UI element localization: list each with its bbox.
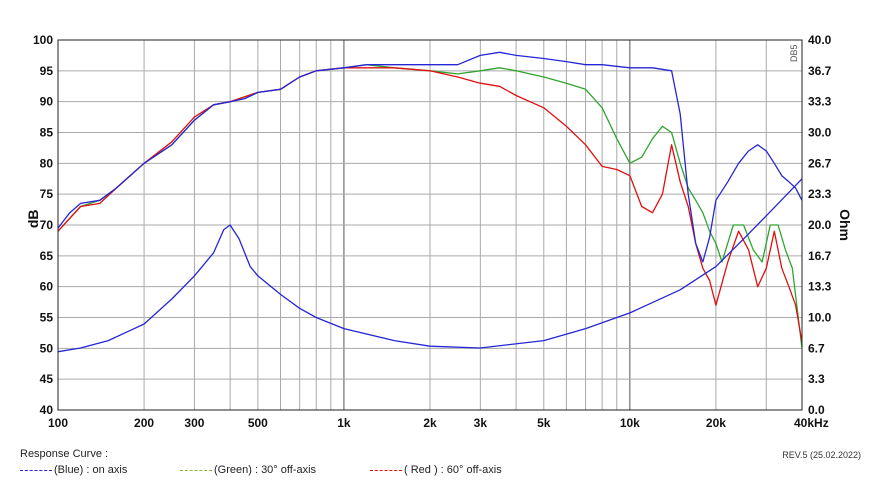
- y-left-tick-label: 45: [40, 372, 54, 386]
- legend-swatch-red: [370, 469, 402, 471]
- y-right-tick-label: 36.7: [808, 64, 832, 78]
- y-left-tick-label: 65: [40, 249, 54, 263]
- corner-label: DB5: [789, 44, 799, 62]
- y-right-tick-label: 6.7: [808, 341, 825, 355]
- series-line-0: [57, 51, 803, 263]
- plot-border: [57, 39, 803, 411]
- y-left-tick-label: 85: [40, 126, 54, 140]
- y-left-tick-label: 60: [40, 280, 54, 294]
- y-axis-left-title: dB: [25, 209, 41, 228]
- legend-label-red: ( Red ) : 60° off-axis: [404, 464, 502, 476]
- y-left-tick-label: 50: [40, 341, 54, 355]
- y-right-tick-label: 23.3: [808, 187, 832, 201]
- y-right-tick-label: 0.0: [808, 403, 825, 417]
- y-right-tick-label: 13.3: [808, 280, 832, 294]
- y-right-tick-label: 30.0: [808, 126, 832, 140]
- x-tick-label: 100: [48, 416, 68, 430]
- y-left-tick-label: 40: [40, 403, 54, 417]
- legend-label-blue: (Blue) : on axis: [54, 464, 128, 476]
- legend-swatch-blue: [20, 469, 52, 471]
- response-chart: 100 200 300 500 1k 2k 3k 5k 10k 20k 40kHz 40 45 50 55…: [25, 33, 853, 430]
- y-right-tick-label: 10.0: [808, 311, 832, 325]
- legend-title: Response Curve :: [20, 448, 109, 460]
- x-tick-label: 300: [184, 416, 204, 430]
- legend-swatch-green: [180, 469, 212, 471]
- y-left-tick-label: 95: [40, 64, 54, 78]
- y-right-tick-label: 16.7: [808, 249, 832, 263]
- x-tick-label: 5k: [537, 416, 551, 430]
- x-tick-label: 500: [248, 416, 268, 430]
- legend-label-green: (Green) : 30° off-axis: [214, 464, 317, 476]
- y-axis-right-title: Ohm: [837, 209, 853, 241]
- legend-item-red: ( Red ) : 60° off-axis: [370, 464, 502, 476]
- x-tick-label: 1k: [337, 416, 351, 430]
- x-tick-label: 2k: [423, 416, 437, 430]
- legend-item-blue: (Blue) : on axis: [20, 464, 127, 476]
- y-left-tick-label: 80: [40, 156, 54, 170]
- y-left-tick-label: 100: [33, 33, 53, 47]
- y-axis-left: 40 45 50 55 60 65 70 75 80 85 90 95 100: [33, 33, 53, 417]
- revision-label: REV.5 (25.02.2022): [782, 450, 861, 460]
- legend-item-green: (Green) : 30° off-axis: [180, 464, 316, 476]
- x-tick-label: 20k: [706, 416, 726, 430]
- legend: Response Curve : (Blue) : on axis (Green…: [20, 448, 502, 476]
- y-right-tick-label: 3.3: [808, 372, 825, 386]
- y-left-tick-label: 70: [40, 218, 54, 232]
- y-axis-right: 0.0 3.3 6.7 10.0 13.3 16.7 20.0 23.3 26.7 30.0 33.…: [808, 33, 832, 417]
- y-right-tick-label: 20.0: [808, 218, 832, 232]
- x-tick-label: 200: [134, 416, 154, 430]
- series-line-3: [57, 178, 803, 353]
- x-axis: 100 200 300 500 1k 2k 3k 5k 10k 20k 40kHz: [48, 416, 829, 430]
- y-right-tick-label: 26.7: [808, 156, 832, 170]
- x-tick-label: 3k: [474, 416, 488, 430]
- y-left-tick-label: 90: [40, 95, 54, 109]
- series-group: [57, 51, 803, 353]
- y-left-tick-label: 75: [40, 187, 54, 201]
- x-tick-label: 40kHz: [794, 416, 829, 430]
- y-right-tick-label: 33.3: [808, 95, 832, 109]
- y-right-tick-label: 40.0: [808, 33, 832, 47]
- y-left-tick-label: 55: [40, 311, 54, 325]
- x-tick-label: 10k: [620, 416, 640, 430]
